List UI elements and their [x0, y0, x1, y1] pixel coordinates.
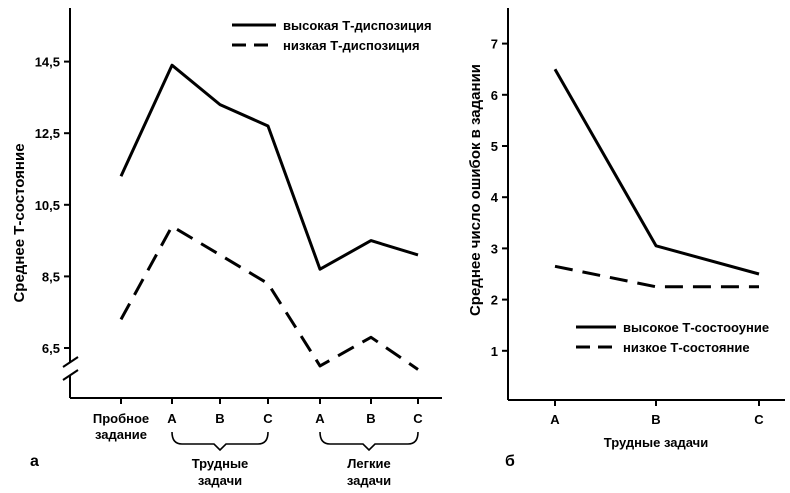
chart-b-x-tick-labels: A B C [550, 412, 764, 427]
axis-break-mark [62, 369, 79, 381]
series-line [119, 224, 419, 371]
chart-a-group-labels: Трудные задачи Легкие задачи [171, 431, 419, 488]
chart-b-panel-label: б [505, 453, 515, 470]
x-tick-label: B [651, 412, 660, 427]
group-label: Трудные [192, 456, 249, 471]
legend-label: высокое Т-состооуние [623, 320, 769, 335]
chart-b-x-axis-label: Трудные задачи [604, 435, 708, 450]
chart-a: Среднее Т-состояние 6,5 8,5 10,5 12,5 14,5 П… [11, 8, 442, 488]
series-line [554, 264, 759, 289]
y-tick-label: 1 [491, 344, 498, 359]
x-tick-label: C [413, 411, 423, 426]
group-label: задачи [198, 473, 242, 488]
series-line [119, 63, 419, 271]
x-tick-label: A [167, 411, 177, 426]
chart-a-legend: высокая Т-диспозиция низкая Т-диспозиция [232, 18, 432, 53]
y-tick-label: 5 [491, 139, 498, 154]
group-brace [319, 431, 419, 452]
y-tick-label: 14,5 [35, 55, 60, 70]
x-tick-label: A [315, 411, 325, 426]
group-brace [171, 431, 269, 452]
group-label: задачи [347, 473, 391, 488]
series-line [553, 68, 760, 276]
x-tick-label: Пробное [93, 411, 149, 426]
x-tick-label: B [215, 411, 224, 426]
group-label: Легкие [347, 456, 391, 471]
chart-b: Среднее число ошибок в задании 1 2 3 4 5 6 7 A… [467, 8, 785, 470]
axis-break-mark [62, 356, 79, 368]
y-tick-label: 12,5 [35, 126, 60, 141]
y-tick-label: 6,5 [42, 341, 60, 356]
chart-a-panel-label: а [30, 453, 39, 470]
x-tick-label: C [263, 411, 273, 426]
legend-label: низкое Т-состояние [623, 340, 750, 355]
y-tick-label: 3 [491, 241, 498, 256]
y-tick-label: 8,5 [42, 269, 60, 284]
y-tick-label: 4 [491, 190, 499, 205]
chart-b-axes: 1 2 3 4 5 6 7 [491, 8, 785, 406]
y-tick-label: 2 [491, 293, 498, 308]
legend-label: высокая Т-диспозиция [283, 18, 432, 33]
x-tick-label: B [366, 411, 375, 426]
y-tick-label: 6 [491, 88, 498, 103]
y-tick-label: 10,5 [35, 198, 60, 213]
x-tick-label: A [550, 412, 560, 427]
y-tick-label: 7 [491, 37, 498, 52]
legend-label: низкая Т-диспозиция [283, 38, 420, 53]
chart-a-axes: 6,5 8,5 10,5 12,5 14,5 [35, 8, 442, 404]
x-tick-label: C [754, 412, 764, 427]
chart-b-y-axis-label: Среднее число ошибок в задании [467, 64, 484, 316]
chart-a-series [119, 63, 419, 371]
chart-b-series [553, 68, 760, 289]
chart-b-legend: высокое Т-состооуние низкое Т-состояние [576, 320, 769, 355]
x-tick-label: задание [95, 427, 147, 442]
chart-a-y-axis-label: Среднее Т-состояние [11, 143, 28, 302]
